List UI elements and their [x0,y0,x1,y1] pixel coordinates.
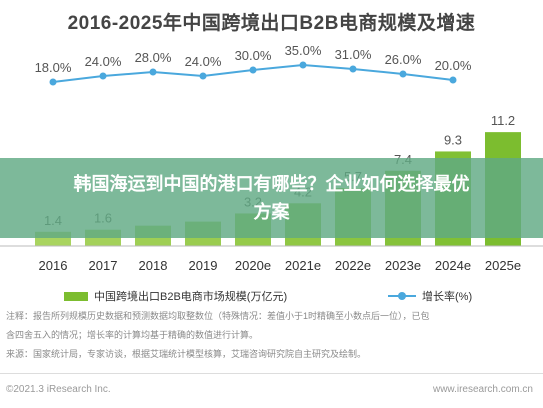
x-tick-label-2016: 2016 [39,258,68,273]
x-tick-label-2024e: 2024e [435,258,471,273]
chart-title: 2016-2025年中国跨境出口B2B电商规模及增速 [67,13,476,34]
footer-divider [0,373,543,374]
growth-label-2021e: 35.0% [285,43,322,58]
growth-point-2017 [99,72,107,80]
growth-label-2019: 24.0% [185,54,222,69]
x-tick-label-2023e: 2023e [385,258,421,273]
growth-point-2022e [349,65,357,73]
legend: 中国跨境出口B2B电商市场规模(万亿元) 增长率(%) [0,288,543,306]
growth-label-2017: 24.0% [85,54,122,69]
growth-point-2021e [299,61,307,69]
growth-point-2019 [199,72,207,80]
headline-banner: 韩国海运到中国的港口有哪些？企业如何选择最优方案 [0,158,543,238]
legend-bars-label: 中国跨境出口B2B电商市场规模(万亿元) [94,291,288,303]
growth-point-2020e [249,66,257,74]
legend-line-label: 增长率(%) [422,291,473,303]
note-line-3: 来源：国家统计局，专家访谈，根据艾瑞统计模型核算，艾瑞咨询研究院自主研究及绘制。 [6,349,367,359]
growth-point-2016 [49,78,57,86]
note-line-2: 含四舍五入的情况；增长率的计算均基于精确的数值进行计算。 [6,330,259,340]
legend-item-line: 增长率(%) [388,288,472,304]
x-tick-label-2022e: 2022e [335,258,371,273]
x-tick-label-2025e: 2025e [485,258,521,273]
x-tick-label-2017: 2017 [89,258,118,273]
legend-bar-swatch [64,291,88,301]
x-tick-label-2021e: 2021e [285,258,321,273]
growth-label-2023e: 26.0% [385,52,422,67]
x-tick-label-2019: 2019 [189,258,218,273]
growth-label-2022e: 31.0% [335,47,372,62]
legend-line-swatch [388,291,416,301]
bar-label-2025e: 11.2 [491,113,515,128]
growth-point-2018 [149,68,157,76]
line-layer [49,61,457,86]
chart-plot: 1.41.63.24.25.77.49.311.218.0%24.0%28.0%… [0,43,543,273]
growth-label-2016: 18.0% [35,60,72,75]
x-tick-label-2020e: 2020e [235,258,271,273]
growth-point-2023e [399,70,407,78]
x-axis: 2016 2017 2018 2019 2020e 2021e 2022e 2023e 2024… [0,245,543,273]
growth-label-2020e: 30.0% [235,48,272,63]
footer-website: www.iresearch.com.cn [432,384,533,395]
legend-item-bars: 中国跨境出口B2B电商市场规模(万亿元) [64,288,287,304]
growth-label-2024e: 20.0% [435,58,472,73]
bar-label-2024e: 9.3 [444,132,462,147]
growth-label-2018: 28.0% [135,50,172,65]
note-line-1: 注释：报告所列规模历史数据和预测数据均取整数位（特殊情况：差值小于1时精确至小数… [6,311,430,321]
growth-point-2024e [449,76,457,84]
headline-text: 韩国海运到中国的港口有哪些？企业如何选择最优方案 [73,174,470,222]
chart-notes: 注释：报告所列规模历史数据和预测数据均取整数位（特殊情况：差值小于1时精确至小数… [6,307,541,364]
footer-copyright: ©2021.3 iResearch Inc. [6,384,111,395]
x-tick-label-2018: 2018 [139,258,168,273]
